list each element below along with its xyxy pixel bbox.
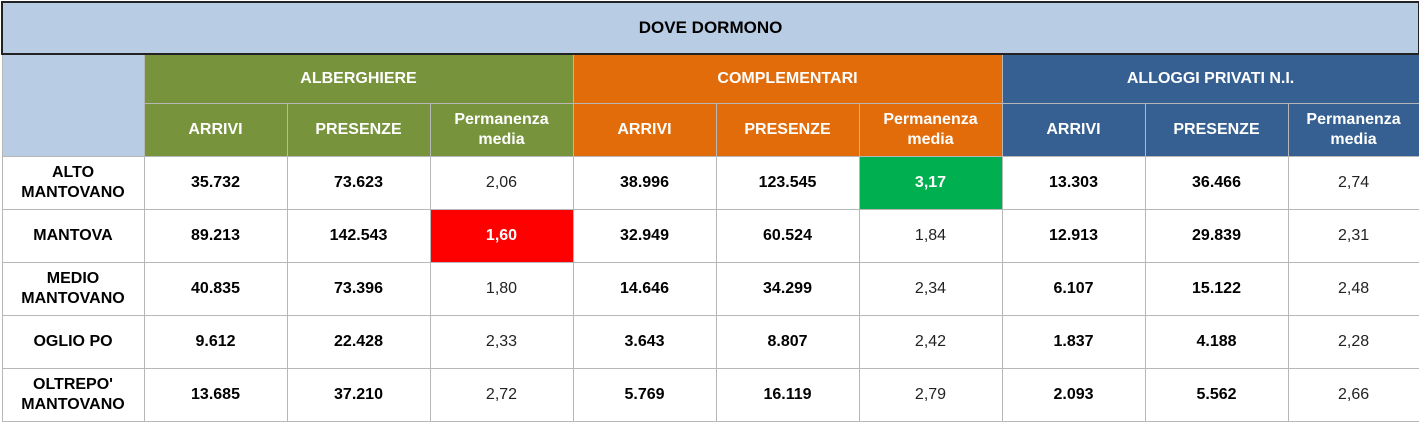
cell-presenze: 36.466 <box>1144 155 1289 210</box>
row-label: MEDIO MANTOVANO <box>1 261 145 316</box>
perm-line2: media <box>1330 130 1377 148</box>
table-row: OLTREPO' MANTOVANO 13.685 37.210 2,72 5.769 16… <box>1 367 1419 422</box>
cell-permanenza: 2,48 <box>1287 261 1419 316</box>
subheader-permanenza-media: Permanenza media <box>858 102 1003 157</box>
row-label-line1: OLTREPO' <box>33 375 113 393</box>
cell-arrivi: 5.769 <box>572 367 717 422</box>
cell-permanenza: 1,84 <box>858 208 1003 263</box>
cell-arrivi: 1.837 <box>1001 314 1146 369</box>
perm-line1: Permanenza <box>883 110 978 128</box>
subheader-arrivi: ARRIVI <box>1001 102 1146 157</box>
row-label-line1: MEDIO <box>46 269 100 287</box>
table-row: MANTOVA 89.213 142.543 1,60 32.949 60.524 1,84… <box>1 208 1419 263</box>
cell-permanenza: 2,79 <box>858 367 1003 422</box>
row-label-line1: MANTOVA <box>33 226 113 244</box>
cell-presenze: 37.210 <box>286 367 431 422</box>
cell-presenze: 29.839 <box>1144 208 1289 263</box>
cell-arrivi: 35.732 <box>143 155 288 210</box>
subheader-presenze: PRESENZE <box>1144 102 1289 157</box>
table-body: ALTO MANTOVANO 35.732 73.623 2,06 38.996 123.5… <box>1 155 1419 422</box>
perm-line1: Permanenza <box>1306 110 1401 128</box>
table-title: DOVE DORMONO <box>0 1 1419 55</box>
cell-permanenza: 2,66 <box>1287 367 1419 422</box>
subheader-arrivi: ARRIVI <box>572 102 717 157</box>
row-label-line2: MANTOVANO <box>21 395 125 413</box>
table-row: MEDIO MANTOVANO 40.835 73.396 1,80 14.646 34.2… <box>1 261 1419 316</box>
row-label: ALTO MANTOVANO <box>1 155 145 210</box>
cell-arrivi: 13.303 <box>1001 155 1146 210</box>
cell-presenze: 8.807 <box>715 314 860 369</box>
cell-permanenza: 2,28 <box>1287 314 1419 369</box>
cell-permanenza: 2,72 <box>429 367 574 422</box>
cell-arrivi: 13.685 <box>143 367 288 422</box>
cell-arrivi: 3.643 <box>572 314 717 369</box>
row-label-line1: ALTO <box>51 163 95 181</box>
subheader-presenze: PRESENZE <box>286 102 431 157</box>
row-label: OLTREPO' MANTOVANO <box>1 367 145 422</box>
table-row: OGLIO PO 9.612 22.428 2,33 3.643 8.807 2,42 1.8… <box>1 314 1419 369</box>
cell-permanenza: 2,74 <box>1287 155 1419 210</box>
cell-permanenza: 2,31 <box>1287 208 1419 263</box>
cell-arrivi: 14.646 <box>572 261 717 316</box>
cell-presenze: 142.543 <box>286 208 431 263</box>
cell-permanenza: 1,60 <box>429 208 574 263</box>
perm-line1: Permanenza <box>454 110 549 128</box>
cell-presenze: 34.299 <box>715 261 860 316</box>
cell-arrivi: 2.093 <box>1001 367 1146 422</box>
subheader-permanenza-media: Permanenza media <box>429 102 574 157</box>
cell-presenze: 15.122 <box>1144 261 1289 316</box>
cell-arrivi: 40.835 <box>143 261 288 316</box>
cell-presenze: 60.524 <box>715 208 860 263</box>
row-label-line2: MANTOVANO <box>21 289 125 307</box>
group-header-alberghiere: ALBERGHIERE <box>143 53 574 104</box>
group-header-complementari: COMPLEMENTARI <box>572 53 1003 104</box>
cell-presenze: 5.562 <box>1144 367 1289 422</box>
corner-cell <box>1 53 145 157</box>
cell-permanenza: 2,06 <box>429 155 574 210</box>
cell-presenze: 73.623 <box>286 155 431 210</box>
cell-arrivi: 89.213 <box>143 208 288 263</box>
perm-line2: media <box>907 130 954 148</box>
cell-permanenza: 3,17 <box>858 155 1003 210</box>
cell-presenze: 123.545 <box>715 155 860 210</box>
cell-arrivi: 9.612 <box>143 314 288 369</box>
cell-arrivi: 38.996 <box>572 155 717 210</box>
subheader-presenze: PRESENZE <box>715 102 860 157</box>
cell-arrivi: 32.949 <box>572 208 717 263</box>
row-label-line2: MANTOVANO <box>21 183 125 201</box>
cell-permanenza: 2,34 <box>858 261 1003 316</box>
cell-arrivi: 6.107 <box>1001 261 1146 316</box>
cell-permanenza: 2,33 <box>429 314 574 369</box>
cell-arrivi: 12.913 <box>1001 208 1146 263</box>
cell-permanenza: 2,42 <box>858 314 1003 369</box>
perm-line2: media <box>478 130 525 148</box>
subheader-arrivi: ARRIVI <box>143 102 288 157</box>
group-header-alloggi-privati: ALLOGGI PRIVATI N.I. <box>1001 53 1419 104</box>
cell-presenze: 22.428 <box>286 314 431 369</box>
row-label: OGLIO PO <box>1 314 145 369</box>
cell-presenze: 16.119 <box>715 367 860 422</box>
row-label-line1: OGLIO PO <box>33 332 113 350</box>
row-label: MANTOVA <box>1 208 145 263</box>
cell-permanenza: 1,80 <box>429 261 574 316</box>
cell-presenze: 4.188 <box>1144 314 1289 369</box>
table-row: ALTO MANTOVANO 35.732 73.623 2,06 38.996 123.5… <box>1 155 1419 210</box>
subheader-permanenza-media: Permanenza media <box>1287 102 1419 157</box>
cell-presenze: 73.396 <box>286 261 431 316</box>
